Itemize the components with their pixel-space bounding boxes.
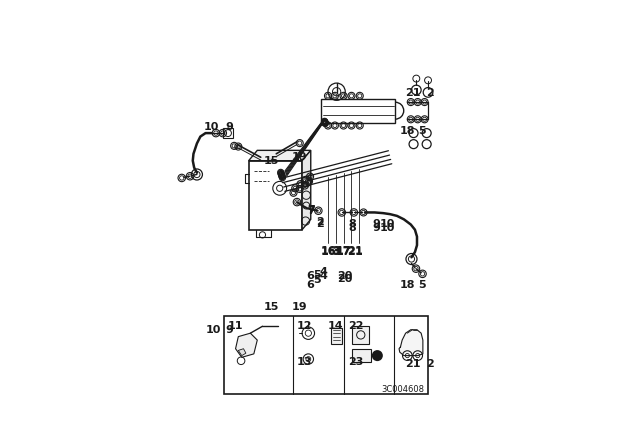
Text: 22: 22 bbox=[348, 321, 364, 331]
Text: 1: 1 bbox=[355, 247, 363, 257]
Text: 2: 2 bbox=[427, 87, 435, 98]
Text: 17: 17 bbox=[336, 246, 351, 256]
Text: 11: 11 bbox=[228, 321, 243, 331]
Text: 2: 2 bbox=[427, 359, 435, 369]
Polygon shape bbox=[249, 151, 311, 161]
Text: 19: 19 bbox=[292, 152, 308, 162]
Text: 7: 7 bbox=[307, 206, 315, 215]
Text: 14: 14 bbox=[328, 321, 344, 331]
Text: 15: 15 bbox=[264, 302, 279, 312]
Text: 8: 8 bbox=[348, 223, 356, 233]
Polygon shape bbox=[399, 330, 423, 356]
Text: 10: 10 bbox=[204, 122, 220, 132]
Text: 3: 3 bbox=[332, 247, 340, 257]
Polygon shape bbox=[238, 349, 246, 356]
Text: 4: 4 bbox=[319, 267, 327, 277]
Polygon shape bbox=[332, 328, 342, 344]
Text: 5: 5 bbox=[313, 270, 321, 280]
Polygon shape bbox=[224, 316, 428, 393]
Text: 3C004608: 3C004608 bbox=[381, 385, 424, 394]
Text: 8: 8 bbox=[348, 219, 356, 228]
Text: 13: 13 bbox=[297, 358, 312, 367]
Text: 6: 6 bbox=[306, 271, 314, 281]
Text: 9: 9 bbox=[225, 324, 233, 335]
Text: 18: 18 bbox=[399, 280, 415, 290]
Text: 9: 9 bbox=[225, 122, 233, 132]
Polygon shape bbox=[236, 333, 257, 358]
Polygon shape bbox=[321, 99, 396, 123]
Text: 1: 1 bbox=[355, 246, 363, 256]
Text: 23: 23 bbox=[348, 358, 364, 367]
Polygon shape bbox=[352, 326, 369, 344]
Text: 2: 2 bbox=[316, 220, 324, 229]
Text: 19: 19 bbox=[292, 302, 308, 312]
Text: 9: 9 bbox=[372, 219, 380, 228]
Text: 21: 21 bbox=[406, 359, 421, 369]
Polygon shape bbox=[249, 161, 302, 230]
Polygon shape bbox=[302, 151, 311, 230]
Text: 4: 4 bbox=[319, 271, 327, 281]
Text: 21: 21 bbox=[406, 87, 421, 98]
Text: 6: 6 bbox=[306, 280, 314, 290]
Text: 20: 20 bbox=[337, 271, 352, 281]
Text: 16: 16 bbox=[320, 246, 336, 256]
Text: 10: 10 bbox=[380, 219, 395, 228]
Text: 2: 2 bbox=[316, 216, 324, 227]
Text: 10: 10 bbox=[206, 324, 221, 335]
Text: 5: 5 bbox=[418, 280, 426, 290]
Text: 17: 17 bbox=[336, 247, 351, 257]
Text: 20: 20 bbox=[337, 274, 352, 284]
Text: 10: 10 bbox=[380, 223, 395, 233]
Polygon shape bbox=[352, 349, 371, 362]
Text: 9: 9 bbox=[372, 223, 380, 233]
Text: 15: 15 bbox=[264, 155, 279, 165]
Text: 12: 12 bbox=[297, 321, 312, 331]
Text: 7: 7 bbox=[307, 205, 315, 215]
Text: 16: 16 bbox=[320, 247, 336, 257]
Text: 3: 3 bbox=[332, 246, 340, 256]
Text: 18: 18 bbox=[399, 126, 415, 136]
Circle shape bbox=[372, 350, 383, 361]
Text: 5: 5 bbox=[418, 126, 426, 136]
Text: 2: 2 bbox=[348, 246, 355, 256]
Polygon shape bbox=[223, 128, 233, 138]
Text: 2: 2 bbox=[348, 247, 355, 257]
Text: 5: 5 bbox=[313, 275, 321, 284]
